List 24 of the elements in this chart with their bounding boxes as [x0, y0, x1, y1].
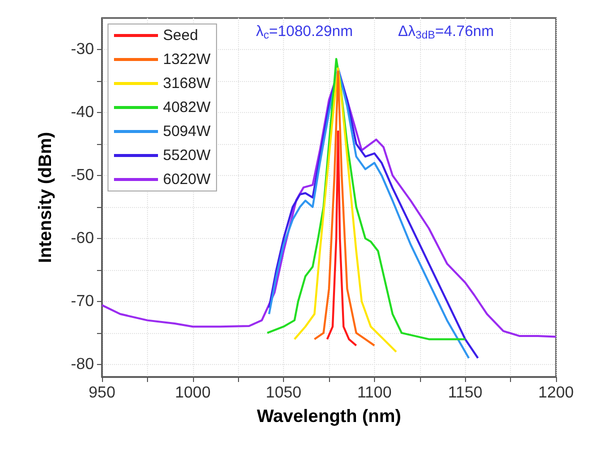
x-tick-label: 1150	[448, 384, 483, 402]
legend-label: 4082W	[163, 99, 212, 116]
x-tick-label: 1200	[538, 384, 574, 402]
legend-label: 1322W	[163, 51, 212, 68]
x-tick-label: 1100	[357, 384, 392, 402]
legend-label: 5094W	[163, 123, 212, 140]
x-tick-label: 1000	[175, 384, 211, 402]
legend-label: 5520W	[163, 147, 212, 164]
line-series	[293, 67, 398, 353]
line-series	[313, 70, 376, 347]
x-tick-label: 1050	[266, 384, 302, 402]
x-tick-label: 950	[88, 384, 116, 402]
y-tick-label: -50	[70, 166, 94, 184]
line-series	[326, 130, 358, 347]
y-tick-label: -40	[70, 104, 94, 121]
y-axis-title: Intensity (dBm)	[35, 132, 55, 264]
legend-label: 3168W	[163, 75, 212, 92]
y-tick-label: -60	[70, 230, 94, 247]
y-tick-label: -70	[70, 292, 94, 310]
legend-label: 6020W	[163, 171, 212, 188]
x-axis-title: Wavelength (nm)	[256, 406, 402, 426]
legend-label: Seed	[163, 27, 198, 44]
y-tick-label: -80	[70, 356, 94, 373]
y-tick-label: -30	[70, 40, 94, 58]
